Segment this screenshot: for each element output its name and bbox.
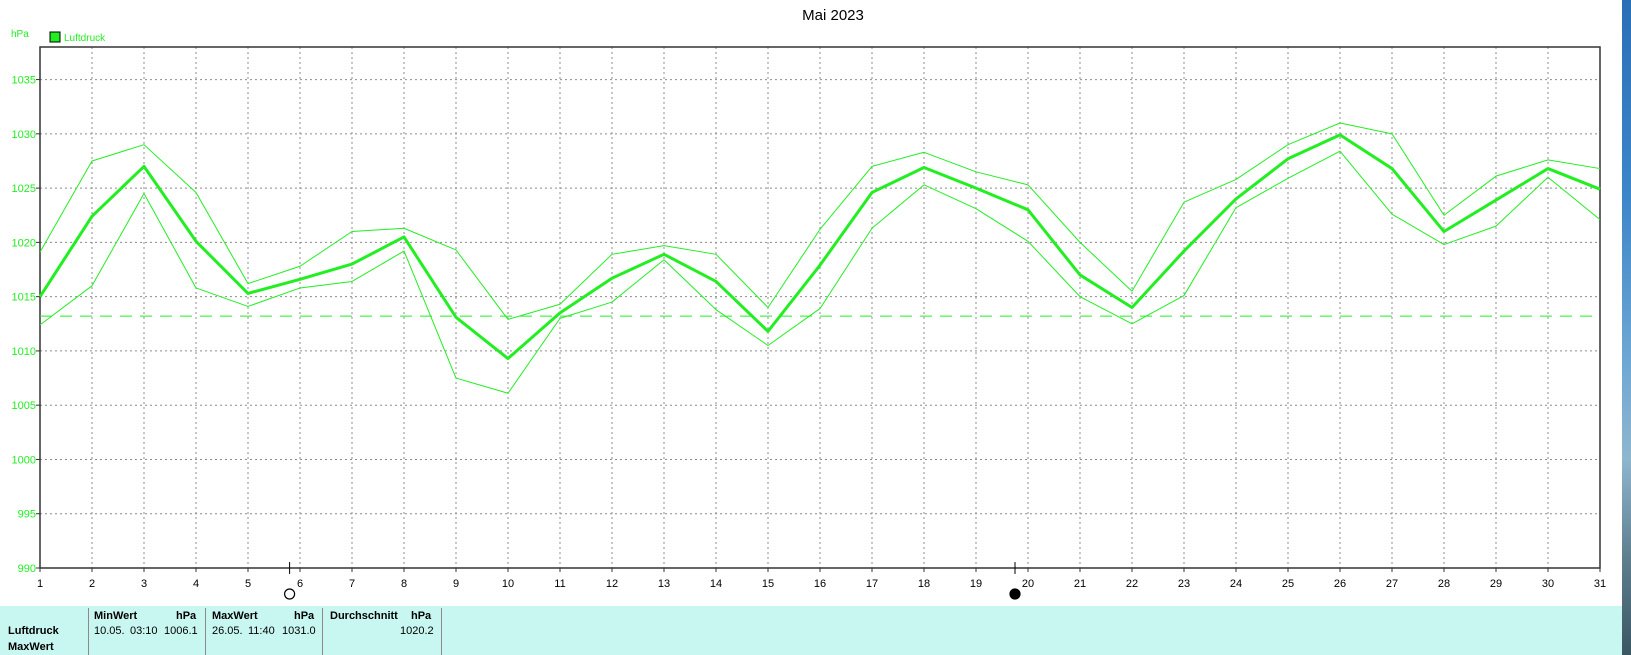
x-tick-label: 14 — [710, 578, 722, 590]
max-header: MaxWert — [212, 610, 258, 622]
x-tick-label: 15 — [762, 578, 774, 590]
x-tick-label: 19 — [970, 578, 982, 590]
stats-divider — [441, 608, 442, 655]
stats-row-label: Luftdruck — [8, 625, 59, 637]
series-line-min — [39, 150, 1601, 394]
min-unit: hPa — [176, 610, 197, 622]
series-line-mean — [38, 133, 1601, 361]
y-tick-label: 995 — [18, 509, 36, 521]
avg-value: 1020.2 — [400, 625, 434, 637]
max-value: 1031.0 — [282, 625, 316, 637]
y-tick-label: 990 — [18, 563, 36, 575]
x-tick-label: 21 — [1074, 578, 1086, 590]
x-tick-label: 13 — [658, 578, 670, 590]
x-tick-label: 26 — [1334, 578, 1346, 590]
y-tick-label: 1035 — [12, 75, 36, 87]
stats-divider — [205, 608, 206, 655]
min-value: 1006.1 — [164, 625, 198, 637]
legend-label: Luftdruck — [64, 33, 106, 44]
x-tick-label: 18 — [918, 578, 930, 590]
x-tick-label: 20 — [1022, 578, 1034, 590]
y-tick-label: 1020 — [12, 237, 36, 249]
y-tick-label: 1005 — [12, 400, 36, 412]
chart-title: Mai 2023 — [802, 7, 864, 24]
x-tick-label: 9 — [453, 578, 459, 590]
x-tick-label: 25 — [1282, 578, 1294, 590]
x-tick-label: 28 — [1438, 578, 1450, 590]
x-tick-label: 8 — [401, 578, 407, 590]
max-time: 11:40 — [248, 625, 275, 637]
stats-divider — [88, 608, 89, 655]
x-tick-label: 1 — [37, 578, 43, 590]
min-date: 10.05. — [94, 625, 125, 637]
x-tick-label: 12 — [606, 578, 618, 590]
new-moon-icon — [1009, 588, 1021, 600]
x-tick-label: 31 — [1594, 578, 1606, 590]
y-tick-label: 1010 — [12, 346, 36, 358]
x-tick-label: 27 — [1386, 578, 1398, 590]
x-tick-label: 16 — [814, 578, 826, 590]
min-time: 03:10 — [130, 625, 158, 637]
min-header: MinWert — [94, 610, 138, 622]
avg-unit: hPa — [411, 610, 432, 622]
x-tick-label: 2 — [89, 578, 95, 590]
x-tick-label: 6 — [297, 578, 303, 590]
full-moon-icon — [284, 588, 296, 600]
y-tick-label: 1000 — [12, 454, 36, 466]
y-tick-label: 1015 — [12, 292, 36, 304]
x-tick-label: 10 — [502, 578, 514, 590]
x-tick-label: 29 — [1490, 578, 1502, 590]
avg-header: Durchschnitt — [330, 610, 398, 622]
max-date: 26.05. — [212, 625, 243, 637]
legend-swatch — [49, 31, 61, 43]
stats-row-label-2: MaxWert — [8, 641, 54, 653]
stats-divider — [322, 608, 323, 655]
x-tick-label: 23 — [1178, 578, 1190, 590]
desktop-background-strip — [1622, 0, 1631, 655]
statistics-panel: Luftdruck MaxWert MinWert hPa 10.05. 03:… — [0, 606, 1622, 655]
x-tick-label: 5 — [245, 578, 251, 590]
y-axis-label: hPa — [11, 29, 29, 40]
x-tick-label: 11 — [554, 578, 565, 590]
x-tick-label: 24 — [1230, 578, 1242, 590]
y-tick-label: 1025 — [12, 183, 36, 195]
max-unit: hPa — [294, 610, 315, 622]
y-tick-label: 1030 — [12, 129, 36, 141]
series-line-max — [39, 122, 1601, 320]
x-tick-label: 30 — [1542, 578, 1554, 590]
x-tick-label: 7 — [349, 578, 355, 590]
x-tick-label: 4 — [193, 578, 199, 590]
x-tick-label: 3 — [141, 578, 147, 590]
x-tick-label: 17 — [866, 578, 878, 590]
x-tick-label: 22 — [1126, 578, 1138, 590]
